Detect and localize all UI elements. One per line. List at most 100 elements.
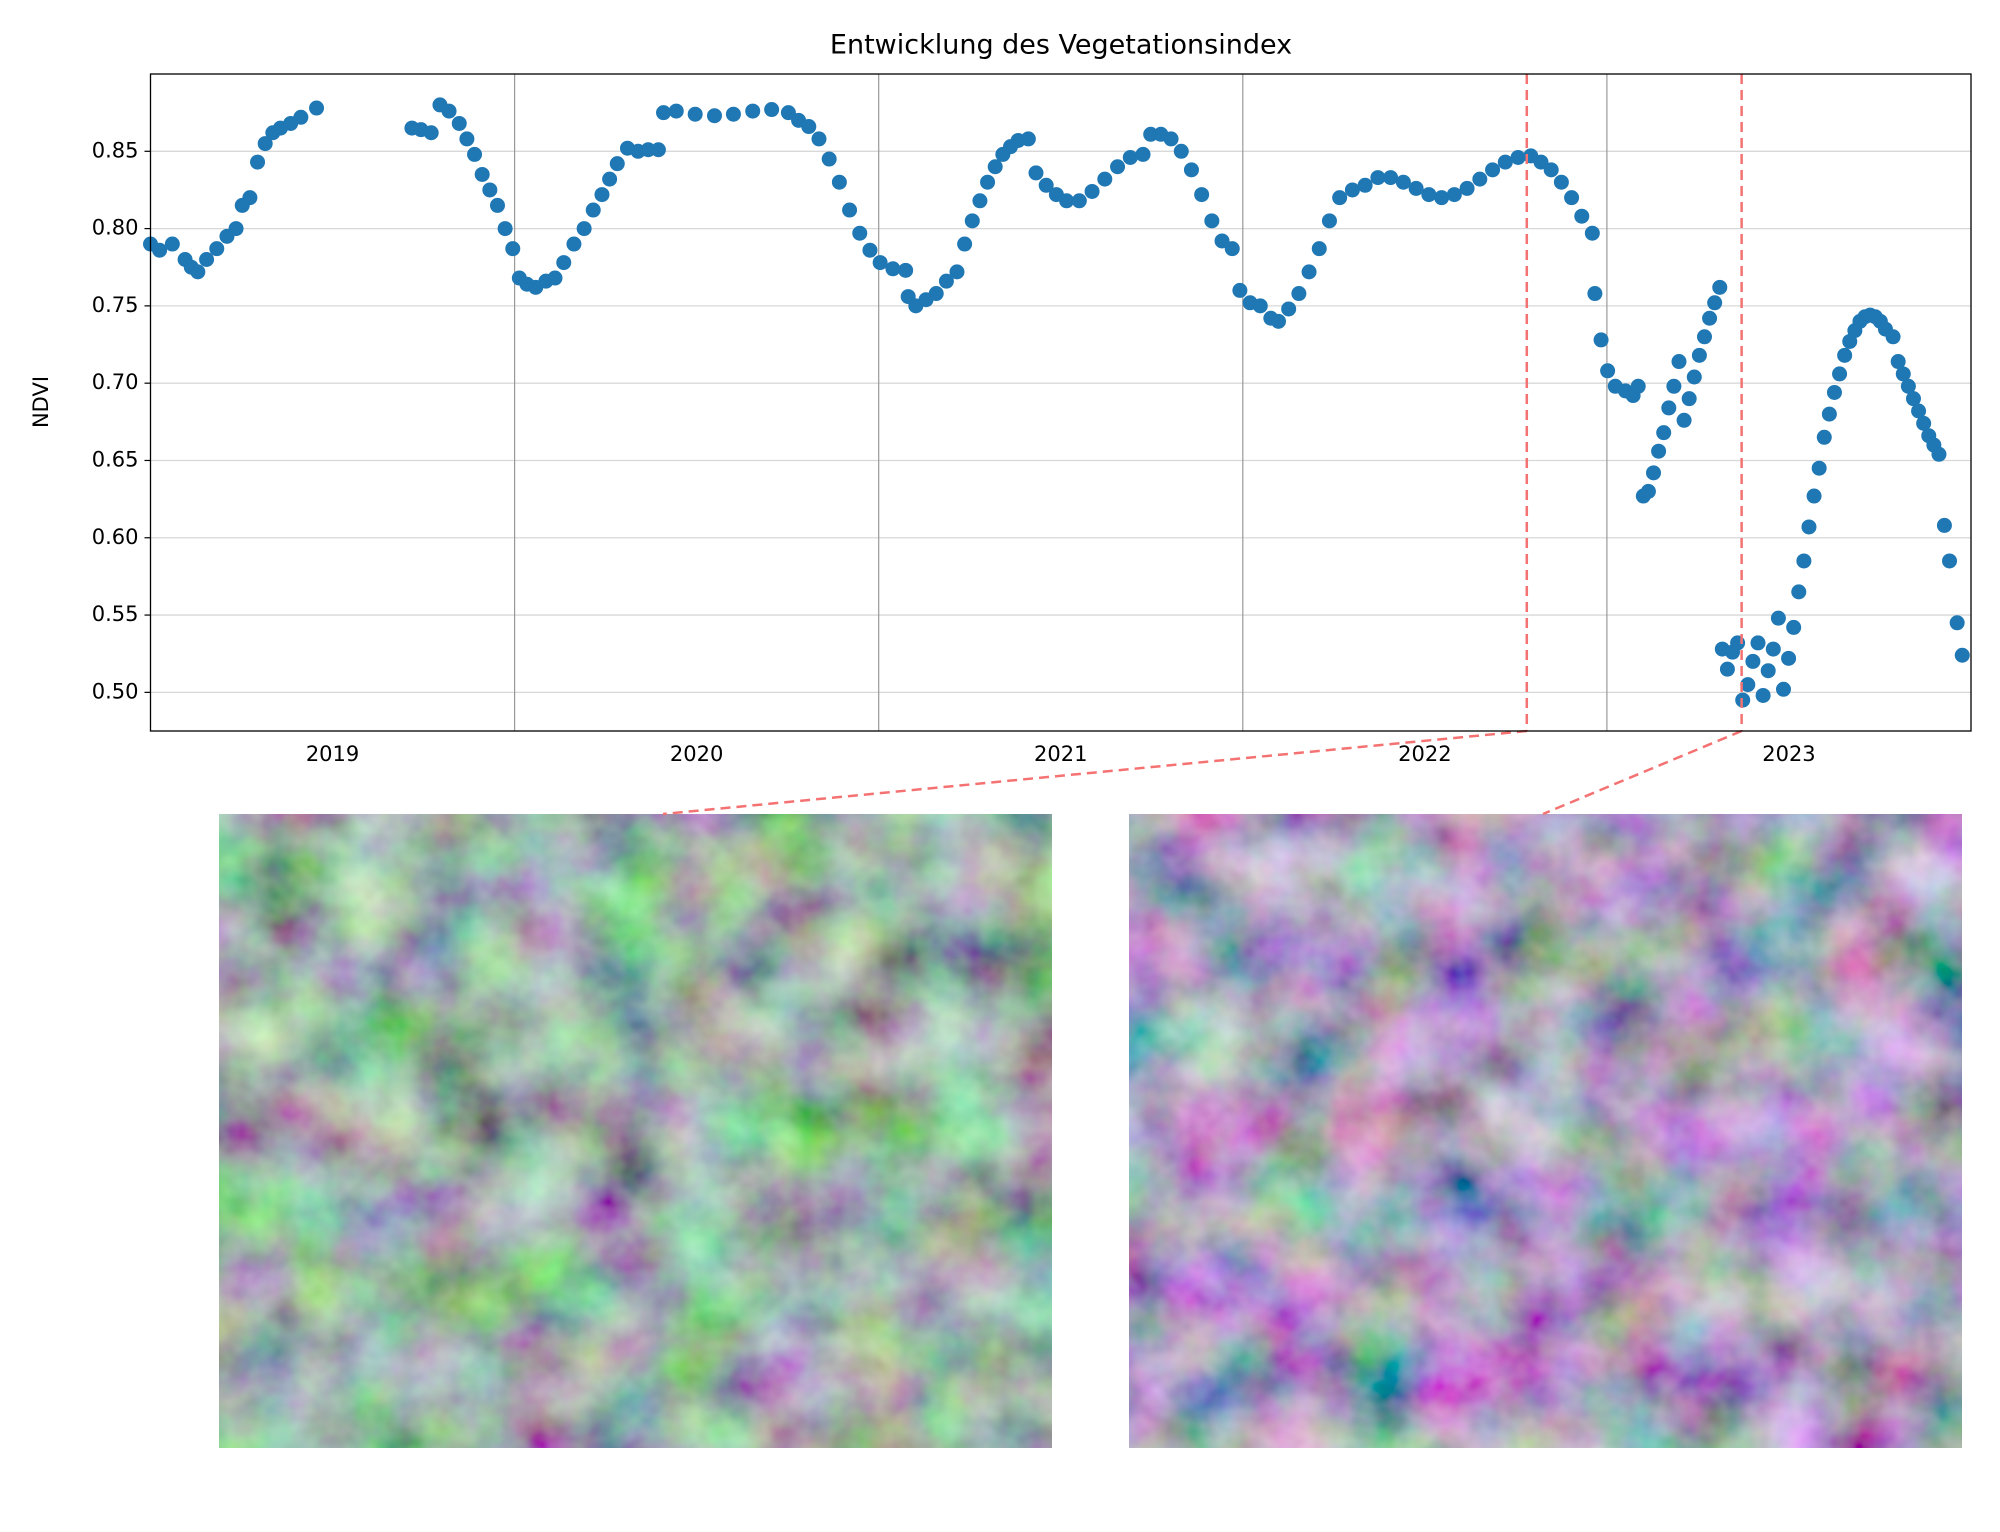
point: [957, 236, 973, 252]
point: [1059, 193, 1075, 209]
point: [474, 166, 490, 182]
point: [1816, 429, 1832, 445]
point: [1811, 460, 1827, 476]
point: [668, 103, 684, 119]
x-tick-label: 2023: [1762, 742, 1815, 766]
point: [725, 106, 741, 122]
point: [928, 286, 944, 302]
x-tick-label: 2022: [1398, 742, 1451, 766]
point: [1821, 406, 1837, 422]
point: [1434, 190, 1450, 206]
point: [1028, 165, 1044, 181]
point: [1676, 412, 1692, 428]
point: [987, 159, 1003, 175]
point: [1564, 190, 1580, 206]
point: [594, 187, 610, 203]
point: [1719, 661, 1735, 677]
point: [964, 213, 980, 229]
x-tick-label: 2020: [670, 742, 723, 766]
point: [467, 146, 483, 162]
point: [1183, 162, 1199, 178]
point: [1553, 174, 1569, 190]
point: [1214, 233, 1230, 249]
point: [459, 131, 475, 147]
point: [451, 115, 467, 131]
point: [1786, 619, 1802, 635]
point: [972, 193, 988, 209]
point: [1301, 264, 1317, 280]
point: [1640, 483, 1656, 499]
point: [609, 156, 625, 172]
point: [1020, 131, 1036, 147]
point: [1905, 391, 1921, 407]
point: [250, 154, 266, 170]
point: [1135, 146, 1151, 162]
point: [1949, 615, 1965, 631]
point: [1071, 193, 1087, 209]
point: [556, 255, 572, 271]
point: [1765, 641, 1781, 657]
x-tick-label: 2021: [1034, 742, 1087, 766]
point: [1646, 465, 1662, 481]
point: [1651, 443, 1667, 459]
point: [1395, 174, 1411, 190]
point: [842, 202, 858, 218]
point: [938, 273, 954, 289]
y-tick-label: 0.55: [92, 602, 139, 626]
y-tick-label: 0.65: [92, 447, 139, 471]
point: [650, 142, 666, 158]
point: [1656, 425, 1672, 441]
point: [482, 182, 498, 198]
point: [1806, 488, 1822, 504]
point: [1801, 519, 1817, 535]
point: [1587, 286, 1603, 302]
point: [1745, 653, 1761, 669]
point: [1691, 347, 1707, 363]
point: [1826, 384, 1842, 400]
point: [190, 264, 206, 280]
point: [1707, 295, 1723, 311]
point: [1671, 354, 1687, 370]
y-tick-label: 0.75: [92, 293, 139, 317]
satellite-image-after: [1129, 814, 1962, 1448]
point: [1750, 635, 1766, 651]
point: [547, 270, 563, 286]
point: [1916, 415, 1932, 431]
point: [1681, 391, 1697, 407]
point: [1408, 180, 1424, 196]
point: [228, 221, 244, 237]
point: [1224, 241, 1240, 257]
point: [980, 174, 996, 190]
point: [764, 102, 780, 118]
connector: [1542, 729, 1743, 816]
satellite-image-before: [219, 814, 1052, 1448]
point: [1097, 171, 1113, 187]
point: [1122, 149, 1138, 165]
point: [1574, 208, 1590, 224]
point: [1459, 180, 1475, 196]
point: [1321, 213, 1337, 229]
point: [706, 108, 722, 124]
point: [441, 103, 457, 119]
point: [1740, 677, 1756, 693]
y-tick-label: 0.85: [92, 138, 139, 162]
point: [1630, 378, 1646, 394]
point: [1291, 286, 1307, 302]
point: [1702, 310, 1718, 326]
point: [497, 221, 513, 237]
point: [1311, 241, 1327, 257]
point: [687, 106, 703, 122]
point: [1204, 213, 1220, 229]
point: [801, 119, 817, 135]
point: [505, 241, 521, 257]
point: [1332, 190, 1348, 206]
point: [293, 109, 309, 125]
point: [1370, 170, 1386, 186]
point: [1173, 143, 1189, 159]
point: [1686, 369, 1702, 385]
point: [656, 105, 672, 121]
point: [1593, 332, 1609, 348]
point: [885, 261, 901, 277]
